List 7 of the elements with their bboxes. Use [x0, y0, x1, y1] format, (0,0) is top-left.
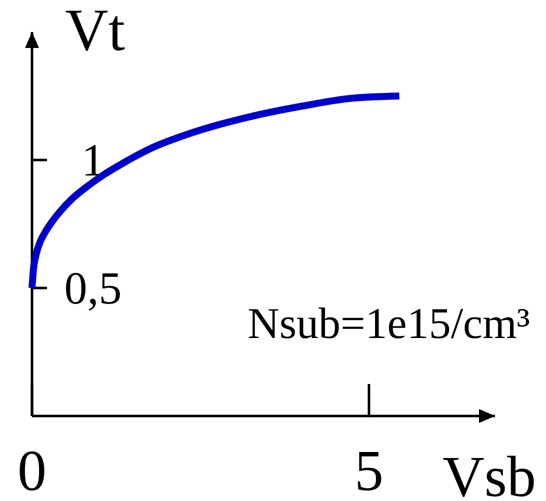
- y-axis-title: Vt: [65, 0, 126, 63]
- y-tick-label: 0,5: [64, 262, 122, 314]
- annotation: Nsub=1e15/cm³: [248, 299, 530, 348]
- x-tick-label: 5: [354, 438, 384, 501]
- x-tick-label: 0: [18, 438, 46, 501]
- x-axis-title: Vsb: [442, 444, 536, 501]
- y-tick-label: 1: [82, 134, 104, 186]
